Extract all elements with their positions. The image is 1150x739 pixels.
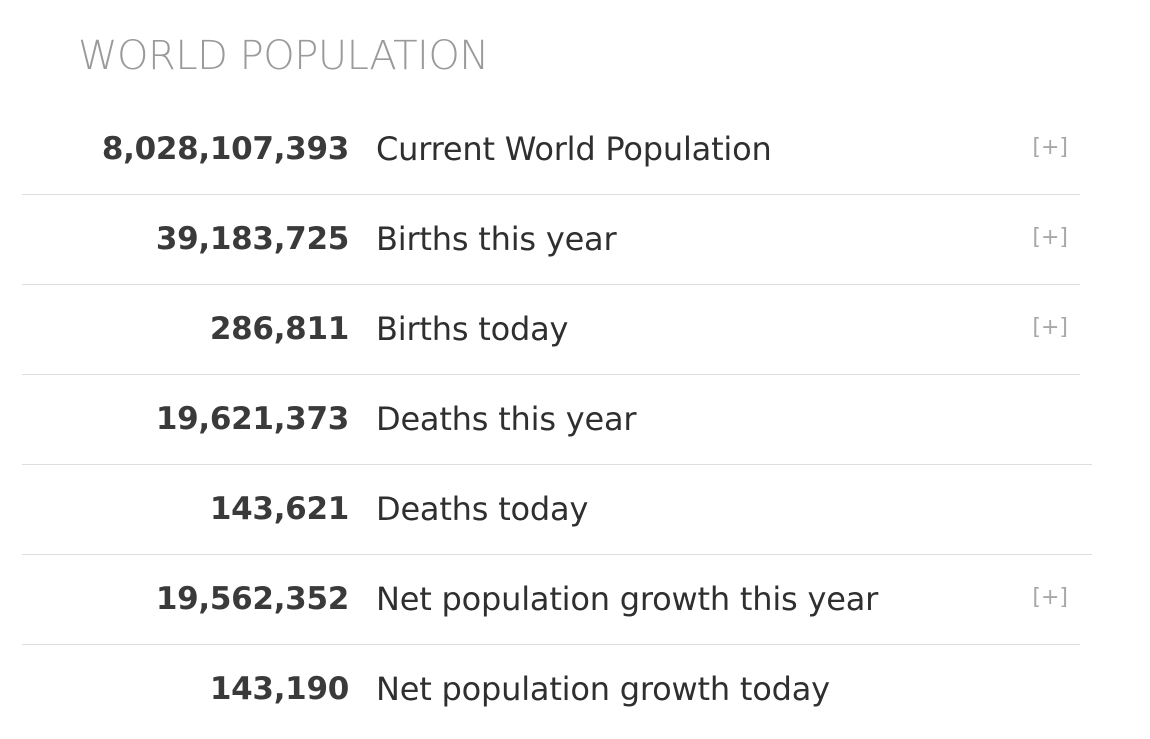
stat-value: 19,562,352 [155,581,349,617]
stat-label: Deaths this year [376,400,637,438]
stat-row-births-this-year: 39,183,725 Births this year [+] [22,195,1080,285]
population-stats-table: 8,028,107,393 Current World Population [… [22,105,1092,734]
stat-value: 286,811 [209,311,349,347]
stat-label: Births this year [376,220,617,258]
stat-row-births-today: 286,811 Births today [+] [22,285,1080,375]
stat-row-current-population: 8,028,107,393 Current World Population [… [22,105,1080,195]
stat-label: Births today [376,310,569,348]
stat-row-net-growth-this-year: 19,562,352 Net population growth this ye… [22,555,1080,645]
stat-value: 8,028,107,393 [101,131,349,167]
expand-button[interactable]: [+] [1032,585,1068,610]
stat-label: Current World Population [376,130,772,168]
stat-value: 39,183,725 [155,221,349,257]
stat-row-deaths-today: 143,621 Deaths today [22,465,1092,555]
expand-button[interactable]: [+] [1032,315,1068,340]
expand-button[interactable]: [+] [1032,135,1068,160]
stat-row-deaths-this-year: 19,621,373 Deaths this year [22,375,1092,465]
stat-value: 19,621,373 [155,401,349,437]
stat-label: Net population growth today [376,670,830,708]
section-title: WORLD POPULATION [78,33,489,79]
stat-value: 143,621 [209,491,349,527]
stat-label: Deaths today [376,490,589,528]
stat-label: Net population growth this year [376,580,879,618]
expand-button[interactable]: [+] [1032,225,1068,250]
stat-value: 143,190 [209,671,349,707]
stat-row-net-growth-today: 143,190 Net population growth today [22,645,1092,734]
